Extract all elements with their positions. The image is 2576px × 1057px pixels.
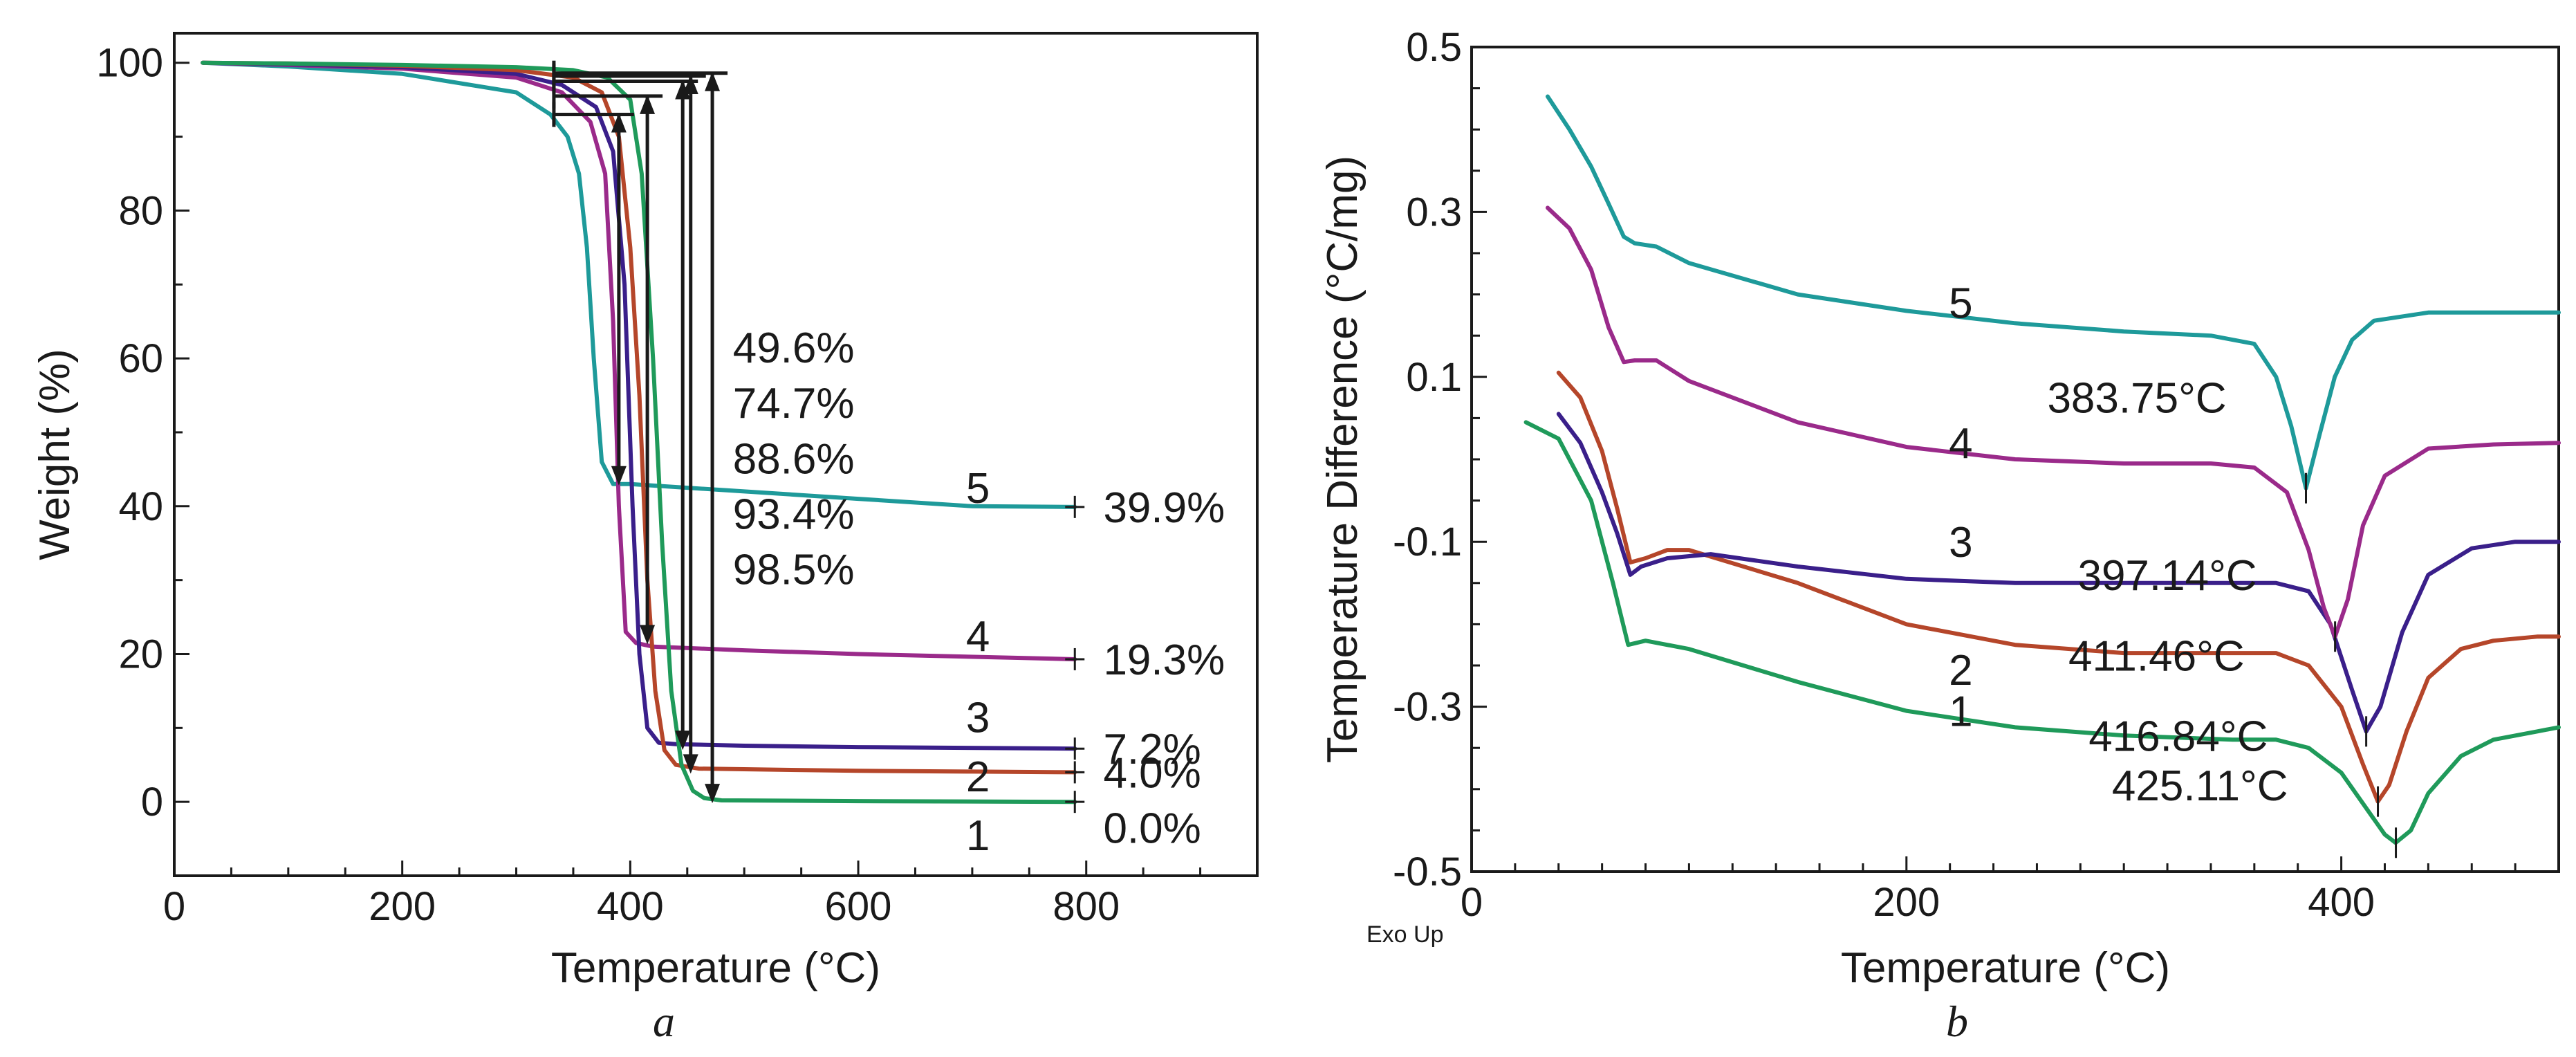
panel-a-x-axis: 0 200 400 600 800 bbox=[163, 861, 1202, 929]
y-tick-label: 0.5 bbox=[1406, 25, 1462, 70]
panel-a-curve-number: 2 bbox=[966, 753, 990, 801]
panel-b-exo-up-label: Exo Up bbox=[1366, 921, 1444, 948]
panel-b-curve-5 bbox=[1546, 94, 2561, 490]
panel-a-curve-number: 4 bbox=[966, 613, 990, 661]
panel-b-y-axis: 0.5 0.3 0.1 -0.1 -0.3 -0.5 bbox=[1393, 25, 1487, 894]
panel-b-peak-temperature-label: 397.14°C bbox=[2077, 552, 2257, 600]
panel-a-curve-number: 3 bbox=[966, 694, 990, 742]
panel-a-arrow-head-up bbox=[675, 80, 691, 100]
y-tick-label: 40 bbox=[118, 484, 163, 529]
panel-a-curve-labels: 1 2 3 4 5 39.9% 19.3% 7.2%4.0% 0.0% 49.6% 74.7% 88.… bbox=[733, 324, 1225, 860]
panel-a-residue-label: 7.2% bbox=[1103, 726, 1201, 773]
panel-a-curve-3 bbox=[201, 60, 1077, 751]
panel-b-dta-chart: 0.5 0.3 0.1 -0.1 -0.3 -0.5 0 200 400 1 425.11°C 2… bbox=[1319, 25, 2561, 1046]
panel-a-curves bbox=[201, 60, 1085, 814]
panel-a-weight-loss-arrows bbox=[552, 60, 728, 804]
panel-a-curve-number: 1 bbox=[966, 812, 990, 860]
y-tick-label: -0.5 bbox=[1393, 849, 1462, 894]
panel-a-arrow-head-up bbox=[683, 74, 698, 94]
y-tick-label: 60 bbox=[118, 336, 163, 381]
panel-b-peak-temperature-label: 383.75°C bbox=[2047, 375, 2226, 423]
panel-a-thermogravimetric-chart: 0 20 40 60 80 100 0 200 400 600 800 1 2 3 4 5 39.9% 19.… bbox=[31, 32, 1259, 1046]
panel-a-residue-label: 4.0% bbox=[1103, 749, 1201, 797]
panel-a-x-axis-title: Temperature (°C) bbox=[551, 944, 880, 992]
panel-a-arrow-head-down bbox=[611, 466, 627, 486]
panel-b-curve-4 bbox=[1546, 205, 2561, 639]
y-tick-label: 0 bbox=[141, 780, 163, 825]
panel-b-curve-2 bbox=[1556, 370, 2561, 804]
panel-b-curve-number: 2 bbox=[1949, 647, 1972, 695]
panel-b-curve-3 bbox=[1556, 412, 2561, 734]
panel-b-peak-temperature-label: 425.11°C bbox=[2112, 762, 2288, 810]
x-tick-label: 400 bbox=[2308, 880, 2375, 925]
panel-a-y-axis-title: Weight (%) bbox=[31, 349, 79, 560]
panel-b-curve-number: 3 bbox=[1949, 519, 1972, 567]
panel-a-residue-label: 39.9% bbox=[1103, 484, 1225, 532]
panel-b-curve-number: 5 bbox=[1949, 280, 1972, 328]
panel-a-curve-number: 5 bbox=[966, 465, 990, 513]
panel-a-weight-loss-label: 88.6% bbox=[733, 435, 855, 483]
panel-a-weight-loss-label: 49.6% bbox=[733, 324, 855, 372]
panel-a-arrow-head-down bbox=[705, 784, 721, 804]
panel-a-arrow-head-up bbox=[611, 113, 627, 133]
panel-b-caption: b bbox=[1946, 997, 1968, 1046]
panel-a-weight-loss-label: 74.7% bbox=[733, 380, 855, 428]
panel-b-curve-number: 1 bbox=[1949, 688, 1972, 736]
x-tick-label: 400 bbox=[597, 884, 664, 929]
panel-a-arrow-head-up bbox=[640, 94, 656, 114]
panel-a-arrow-head-down bbox=[683, 754, 698, 774]
x-tick-label: 0 bbox=[163, 884, 185, 929]
panel-b-y-axis-title: Temperature Difference (°C/mg) bbox=[1319, 156, 1366, 763]
y-tick-label: -0.3 bbox=[1393, 685, 1462, 730]
x-tick-label: 0 bbox=[1461, 880, 1483, 925]
panel-b-curve-1 bbox=[1523, 420, 2561, 845]
y-tick-label: -0.1 bbox=[1393, 520, 1462, 564]
y-tick-label: 100 bbox=[96, 41, 163, 86]
x-tick-label: 200 bbox=[369, 884, 436, 929]
panel-b-curve-number: 4 bbox=[1949, 420, 1972, 468]
panel-a-y-axis: 0 20 40 60 80 100 bbox=[96, 41, 189, 825]
panel-a-weight-loss-label: 93.4% bbox=[733, 490, 855, 538]
panel-a-curve-2 bbox=[201, 60, 1077, 775]
panel-b-curves bbox=[1523, 94, 2561, 858]
panel-b-peak-temperature-label: 411.46°C bbox=[2068, 633, 2245, 681]
panel-a-arrow-head-down bbox=[675, 730, 691, 751]
panel-a-arrow-head-up bbox=[705, 71, 721, 91]
panel-a-arrow-head-down bbox=[640, 625, 656, 645]
x-tick-label: 600 bbox=[825, 884, 892, 929]
y-tick-label: 0.1 bbox=[1406, 355, 1462, 400]
panel-a-curve-5 bbox=[201, 60, 1077, 509]
panel-a-residue-label: 0.0% bbox=[1103, 805, 1201, 853]
x-tick-label: 200 bbox=[1873, 880, 1940, 925]
panel-b-x-axis-title: Temperature (°C) bbox=[1841, 944, 2170, 992]
panel-b-x-axis: 0 200 400 bbox=[1461, 856, 2517, 925]
panel-a-plot-frame bbox=[173, 32, 1259, 877]
panel-a-curve-1 bbox=[201, 60, 1077, 805]
y-tick-label: 0.3 bbox=[1406, 190, 1462, 235]
y-tick-label: 20 bbox=[118, 632, 163, 677]
x-tick-label: 800 bbox=[1053, 884, 1120, 929]
panel-b-peak-temperature-label: 416.84°C bbox=[2088, 713, 2268, 760]
y-tick-label: 80 bbox=[118, 188, 163, 233]
panel-a-caption: a bbox=[653, 997, 675, 1046]
panel-b-curve-labels: 1 425.11°C 2 416.84°C 3 411.46°C 4 397.14°C 5 383… bbox=[1949, 280, 2288, 810]
panel-a-weight-loss-label: 98.5% bbox=[733, 546, 855, 594]
panel-a-residue-label: 19.3% bbox=[1103, 636, 1225, 684]
